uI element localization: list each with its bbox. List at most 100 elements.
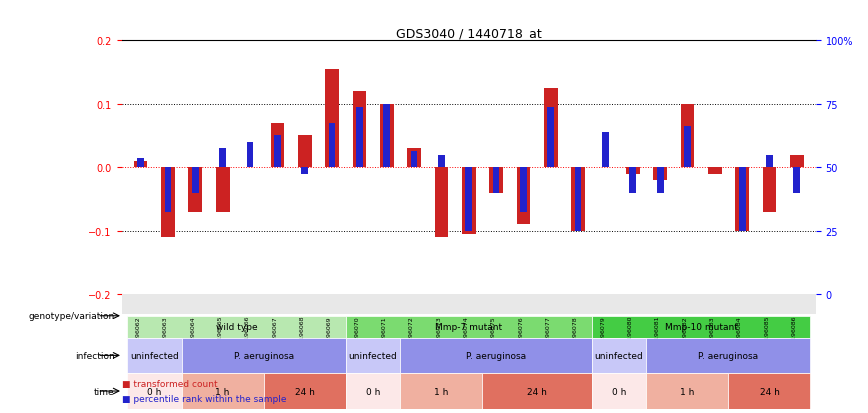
Text: uninfected: uninfected [130, 351, 179, 360]
Bar [735, 168, 749, 231]
Bar [435, 168, 448, 237]
Text: GSM196083: GSM196083 [710, 315, 714, 353]
Bar [407, 149, 421, 168]
Bar [384, 104, 390, 168]
Text: GSM196082: GSM196082 [682, 315, 687, 353]
Text: GSM196085: GSM196085 [765, 315, 769, 353]
Bar [516, 168, 530, 225]
FancyBboxPatch shape [592, 373, 647, 409]
Text: GSM196078: GSM196078 [573, 315, 578, 353]
Text: GSM196075: GSM196075 [491, 315, 496, 353]
Text: GSM196081: GSM196081 [655, 315, 660, 353]
FancyBboxPatch shape [127, 316, 345, 338]
FancyBboxPatch shape [400, 373, 483, 409]
Text: GSM196065: GSM196065 [218, 315, 223, 353]
Bar [165, 168, 171, 212]
Text: GSM196086: GSM196086 [792, 315, 797, 353]
Text: GSM196084: GSM196084 [737, 315, 742, 353]
Text: infection: infection [75, 351, 115, 360]
Bar [544, 89, 557, 168]
Bar [380, 104, 393, 168]
Text: 24 h: 24 h [760, 387, 779, 396]
Text: GSM196062: GSM196062 [135, 315, 141, 353]
Bar [575, 168, 582, 231]
FancyBboxPatch shape [483, 373, 592, 409]
Bar [298, 136, 312, 168]
Text: GSM196064: GSM196064 [190, 315, 195, 353]
Bar [326, 70, 339, 168]
Bar [352, 92, 366, 168]
Bar [571, 168, 585, 231]
Text: P. aeruginosa: P. aeruginosa [233, 351, 293, 360]
FancyBboxPatch shape [127, 373, 181, 409]
Bar [520, 168, 527, 212]
Text: GSM196074: GSM196074 [464, 315, 469, 353]
Text: 1 h: 1 h [434, 387, 449, 396]
Text: GSM196079: GSM196079 [601, 315, 605, 353]
Text: wild type: wild type [215, 323, 257, 331]
Text: GSM196073: GSM196073 [437, 315, 442, 353]
Text: GSM196068: GSM196068 [299, 315, 305, 353]
Text: GSM196070: GSM196070 [354, 315, 359, 353]
Bar [411, 152, 418, 168]
FancyBboxPatch shape [181, 373, 264, 409]
Bar [657, 168, 663, 193]
Bar [465, 168, 472, 231]
Bar [134, 161, 148, 168]
Text: GSM196069: GSM196069 [327, 315, 332, 353]
FancyBboxPatch shape [127, 338, 181, 373]
Bar [793, 168, 800, 193]
FancyBboxPatch shape [122, 294, 816, 314]
Text: ■ percentile rank within the sample: ■ percentile rank within the sample [122, 394, 286, 404]
Text: Mmp-7 mutant: Mmp-7 mutant [435, 323, 503, 331]
Bar [766, 155, 773, 168]
Bar [684, 127, 691, 168]
Bar [216, 168, 229, 212]
Text: GSM196076: GSM196076 [518, 315, 523, 353]
Bar [602, 133, 608, 168]
Text: genotype/variation: genotype/variation [29, 311, 115, 320]
Bar [192, 168, 199, 193]
Title: GDS3040 / 1440718_at: GDS3040 / 1440718_at [396, 27, 542, 40]
Text: GSM196072: GSM196072 [409, 315, 414, 353]
FancyBboxPatch shape [647, 338, 811, 373]
Text: ■ transformed count: ■ transformed count [122, 379, 217, 388]
Text: 24 h: 24 h [527, 387, 547, 396]
Text: GSM196063: GSM196063 [163, 315, 168, 353]
FancyBboxPatch shape [345, 338, 400, 373]
Bar [356, 108, 363, 168]
Text: time: time [94, 387, 115, 396]
Text: uninfected: uninfected [595, 351, 643, 360]
Text: 24 h: 24 h [295, 387, 314, 396]
FancyBboxPatch shape [345, 373, 400, 409]
Bar [490, 168, 503, 193]
Bar [654, 168, 667, 180]
Text: GSM196080: GSM196080 [628, 315, 633, 353]
Bar [271, 123, 284, 168]
Bar [626, 168, 640, 174]
Text: uninfected: uninfected [349, 351, 398, 360]
FancyBboxPatch shape [264, 373, 345, 409]
FancyBboxPatch shape [592, 338, 647, 373]
Text: 1 h: 1 h [215, 387, 230, 396]
FancyBboxPatch shape [400, 338, 592, 373]
Text: 0 h: 0 h [365, 387, 380, 396]
Bar [493, 168, 499, 193]
Text: P. aeruginosa: P. aeruginosa [466, 351, 526, 360]
FancyBboxPatch shape [592, 316, 811, 338]
FancyBboxPatch shape [345, 316, 592, 338]
Bar [763, 168, 776, 212]
Bar [247, 142, 253, 168]
Bar [161, 168, 174, 237]
Bar [274, 136, 280, 168]
Bar [301, 168, 308, 174]
Text: GSM196066: GSM196066 [245, 315, 250, 353]
Bar [681, 104, 694, 168]
Bar [548, 108, 554, 168]
FancyBboxPatch shape [647, 373, 728, 409]
Text: 0 h: 0 h [148, 387, 161, 396]
Bar [790, 155, 804, 168]
Bar [188, 168, 202, 212]
Bar [438, 155, 444, 168]
Text: P. aeruginosa: P. aeruginosa [699, 351, 759, 360]
